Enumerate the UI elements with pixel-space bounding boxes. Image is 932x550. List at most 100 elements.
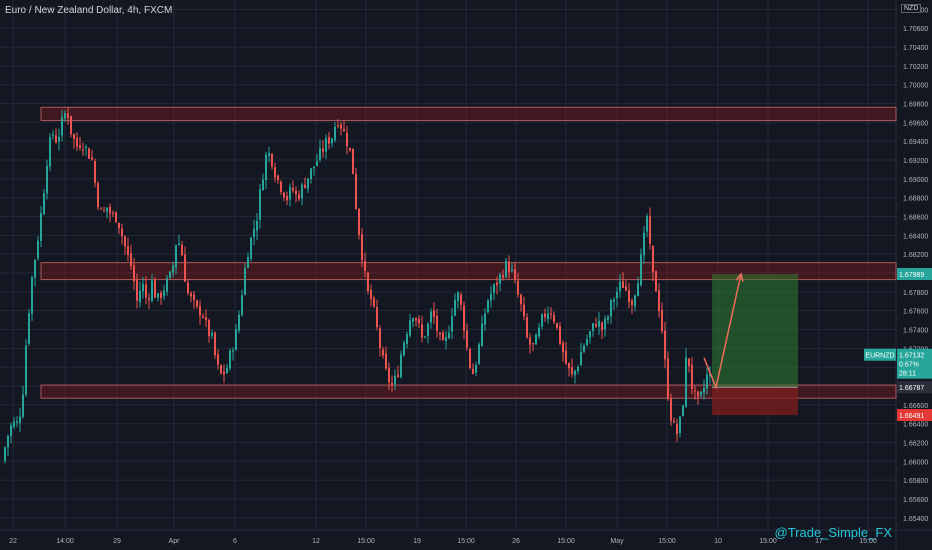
candle-body [556, 323, 558, 328]
candle-body [478, 344, 480, 364]
candle-body [160, 292, 162, 298]
candle-body [277, 175, 279, 181]
candle-body [139, 290, 141, 303]
candle-body [244, 268, 246, 295]
candle-body [574, 370, 576, 376]
candle-body [193, 294, 195, 300]
candle-body [433, 310, 435, 318]
candle-body [115, 212, 117, 223]
candle-body [154, 280, 156, 298]
candle-body [457, 292, 459, 302]
candle-body [16, 421, 18, 423]
candle-body [610, 299, 612, 317]
candle-body [655, 271, 657, 292]
candle-body [232, 350, 234, 352]
candle-body [196, 300, 198, 307]
candle-body [559, 326, 561, 344]
y-tick-label: 1.70400 [903, 45, 928, 52]
candle-body [523, 304, 525, 317]
chart-title: Euro / New Zealand Dollar, 4h, FXCM [5, 5, 173, 16]
candle-body [40, 213, 42, 242]
candle-body [274, 167, 276, 178]
y-tick-label: 1.67600 [903, 309, 928, 316]
y-tick-label: 1.65600 [903, 497, 928, 504]
y-tick-label: 1.67400 [903, 327, 928, 334]
candle-body [445, 337, 447, 341]
candle-body [313, 166, 315, 169]
x-tick-label: 26 [512, 538, 520, 545]
candle-body [349, 147, 351, 151]
candle-body [151, 280, 153, 301]
price-label-box [897, 409, 932, 422]
candle-body [622, 281, 624, 288]
candle-body [598, 320, 600, 327]
candle-body [511, 269, 513, 272]
candle-body [637, 283, 639, 297]
candle-body [301, 184, 303, 199]
candle-body [340, 124, 342, 129]
y-tick-label: 1.70600 [903, 26, 928, 33]
candle-body [289, 186, 291, 200]
candle-body [262, 179, 264, 191]
current-price-box [897, 348, 932, 379]
candle-body [109, 206, 111, 214]
sr-zone [40, 262, 897, 281]
candle-body [229, 350, 231, 369]
candle-body [319, 148, 321, 160]
candle-body [283, 192, 285, 198]
candle-body [211, 332, 213, 336]
symbol-badge-text: EURNZD [865, 353, 894, 360]
candle-body [34, 259, 36, 278]
candle-body [412, 318, 414, 322]
candle-body [427, 323, 429, 336]
candle-body [292, 187, 294, 191]
current-price: 1.67132 [899, 353, 924, 360]
candle-body [676, 424, 678, 435]
x-tick-label: 12 [312, 538, 320, 545]
y-tick-label: 1.66400 [903, 422, 928, 429]
candle-body [487, 300, 489, 313]
candle-body [601, 322, 603, 331]
candle-body [52, 134, 54, 136]
candle-body [397, 374, 399, 377]
candle-body [331, 138, 333, 144]
candle-body [46, 165, 48, 194]
y-tick-label: 1.66600 [903, 403, 928, 410]
candle-body [142, 284, 144, 292]
y-tick-label: 1.65800 [903, 478, 928, 485]
candle-body [535, 334, 537, 345]
candle-body [547, 313, 549, 319]
candle-body [37, 240, 39, 259]
candle-body [481, 323, 483, 346]
x-tick-label: Apr [169, 538, 181, 545]
candle-body [463, 305, 465, 331]
candle-body [553, 315, 555, 322]
candle-body [700, 391, 702, 396]
candle-body [499, 274, 501, 284]
candle-body [550, 313, 552, 315]
candle-body [265, 154, 267, 181]
candle-body [538, 327, 540, 337]
sr-zone [40, 384, 897, 399]
candle-body [259, 189, 261, 220]
x-tick-label: 6 [233, 538, 237, 545]
candle-body [406, 334, 408, 344]
candle-body [100, 208, 102, 210]
current-change: 0.67% [899, 362, 919, 369]
candle-body [10, 425, 12, 437]
candle-body [118, 222, 120, 229]
candle-body [415, 318, 417, 321]
candle-body [103, 210, 105, 212]
candle-body [529, 337, 531, 345]
candle-body [271, 154, 273, 167]
candle-body [649, 216, 651, 244]
candle-body [526, 317, 528, 338]
candle-body [343, 129, 345, 131]
x-tick-label: 15:00 [457, 538, 475, 545]
candle-body [268, 153, 270, 156]
candle-body [640, 254, 642, 285]
candle-body [592, 323, 594, 331]
candle-body [673, 420, 675, 423]
candle-body [472, 368, 474, 375]
